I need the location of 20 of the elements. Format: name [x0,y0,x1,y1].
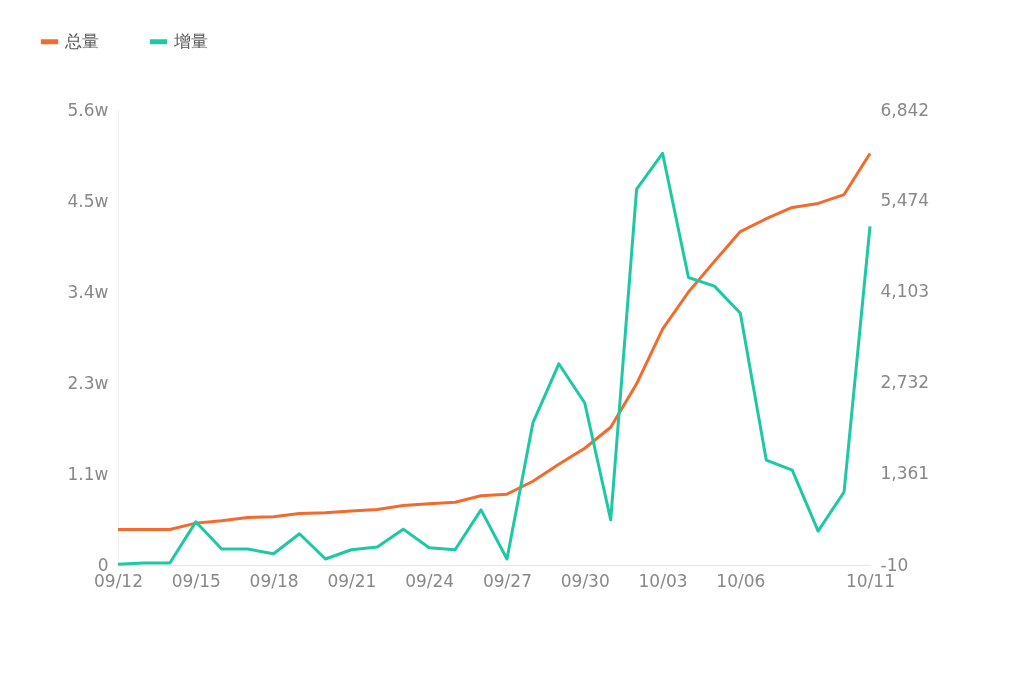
x-tick-label: 10/03 [638,570,688,591]
y2-tick-label: 5,474 [880,190,930,211]
y-tick-label: 5.6w [67,99,109,120]
legend-label: 增量 [173,30,208,51]
x-tick-label: 09/15 [171,570,221,591]
x-tick-label: 09/21 [327,570,377,591]
legend-label: 总量 [64,30,99,51]
x-tick-label: 10/06 [716,570,766,591]
x-tick-label: 09/27 [482,570,532,591]
y2-tick-label: 1,361 [880,463,930,484]
y2-tick-label: 2,732 [880,372,930,393]
y-tick-label: 1.1w [67,463,109,484]
y2-tick-label: 4,103 [880,281,930,302]
y-tick-label: 4.5w [67,190,109,211]
x-tick-label: 09/30 [560,570,610,591]
y-tick-label: 3.4w [67,281,109,302]
y-tick-label: 2.3w [67,372,109,393]
x-tick-label: 09/24 [405,570,455,591]
y2-tick-label: 6,842 [880,99,930,120]
x-tick-label: 09/18 [249,570,299,591]
